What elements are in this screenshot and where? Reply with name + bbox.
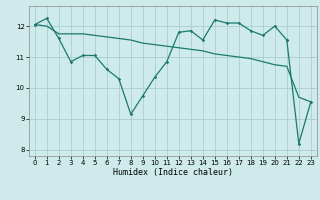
X-axis label: Humidex (Indice chaleur): Humidex (Indice chaleur): [113, 168, 233, 177]
